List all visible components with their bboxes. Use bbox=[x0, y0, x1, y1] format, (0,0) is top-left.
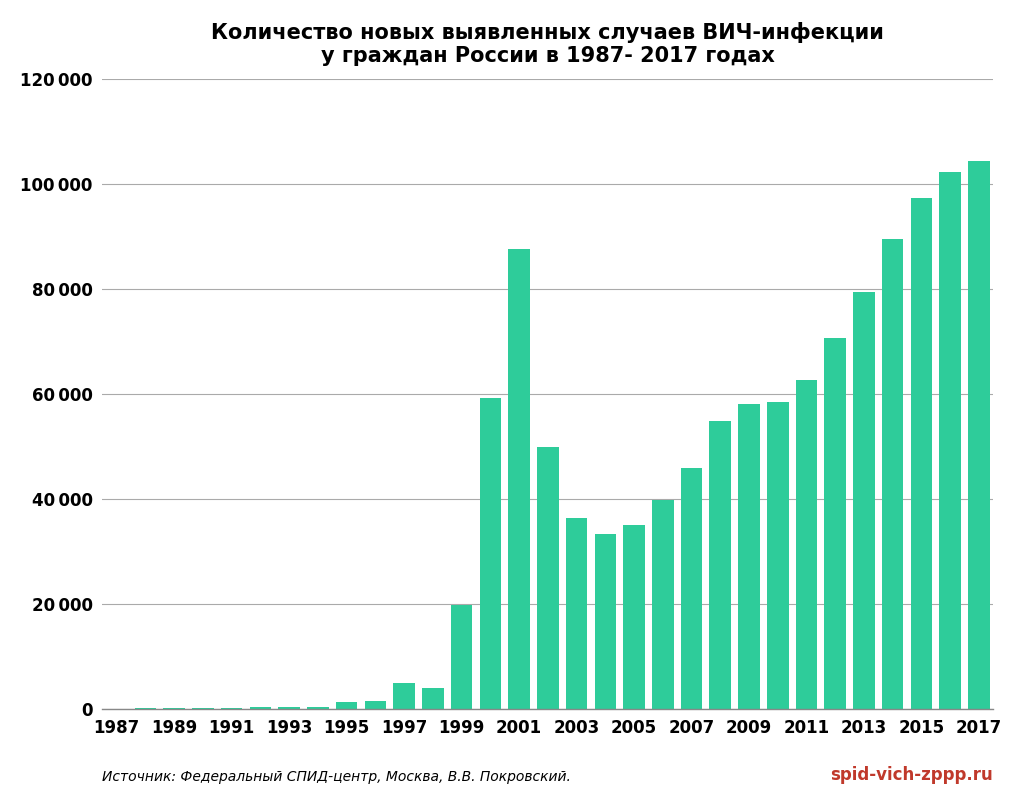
Bar bbox=[135, 708, 157, 709]
Bar bbox=[479, 398, 501, 709]
Bar bbox=[221, 708, 243, 709]
Bar bbox=[796, 381, 817, 709]
Bar bbox=[365, 701, 386, 709]
Bar bbox=[968, 161, 989, 709]
Bar bbox=[307, 707, 329, 709]
Bar bbox=[939, 173, 961, 709]
Bar bbox=[853, 292, 874, 709]
Bar bbox=[681, 469, 702, 709]
Bar bbox=[595, 533, 616, 709]
Bar bbox=[910, 199, 932, 709]
Bar bbox=[566, 518, 588, 709]
Bar bbox=[882, 239, 903, 709]
Bar bbox=[767, 402, 788, 709]
Bar bbox=[279, 707, 300, 709]
Bar bbox=[508, 249, 529, 709]
Bar bbox=[393, 683, 415, 709]
Bar bbox=[336, 702, 357, 709]
Text: Источник: Федеральный СПИД-центр, Москва, В.В. Покровский.: Источник: Федеральный СПИД-центр, Москва… bbox=[102, 770, 571, 784]
Title: Количество новых выявленных случаев ВИЧ-инфекции
у граждан России в 1987- 2017 г: Количество новых выявленных случаев ВИЧ-… bbox=[211, 22, 885, 66]
Bar bbox=[250, 708, 271, 709]
Bar bbox=[624, 525, 645, 709]
Bar bbox=[738, 403, 760, 709]
Bar bbox=[422, 688, 443, 709]
Bar bbox=[537, 447, 559, 709]
Bar bbox=[710, 421, 731, 709]
Bar bbox=[652, 500, 674, 709]
Bar bbox=[824, 337, 846, 709]
Bar bbox=[193, 708, 214, 709]
Bar bbox=[451, 605, 472, 709]
Text: spid-vich-zppp.ru: spid-vich-zppp.ru bbox=[830, 766, 993, 784]
Bar bbox=[164, 708, 185, 709]
